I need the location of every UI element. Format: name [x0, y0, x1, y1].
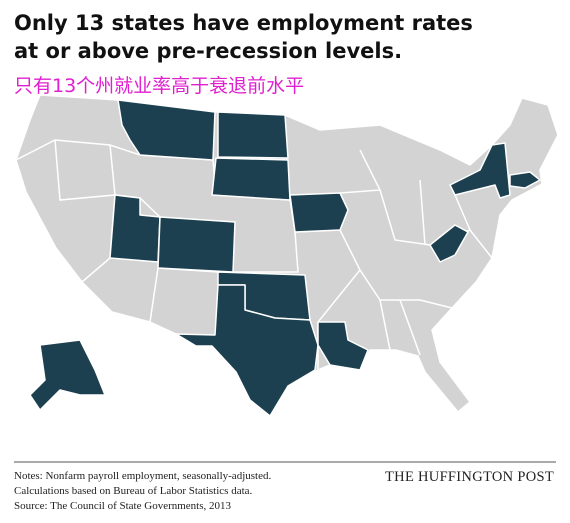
title-line: Only 13 states have employment rates [14, 11, 473, 35]
west-virginia [429, 224, 469, 263]
us-map [15, 94, 559, 417]
alaska [29, 339, 106, 411]
louisiana [317, 321, 369, 371]
texas [175, 284, 319, 417]
north-dakota [217, 111, 289, 159]
title-line: at or above pre-recession levels. [14, 39, 402, 63]
new-york [449, 142, 511, 199]
montana [117, 99, 216, 161]
brand: THE HUFFINGTON POST [385, 469, 554, 485]
note-line: Notes: Nonfarm payroll employment, seaso… [14, 470, 271, 482]
subtitle: 只有13个州就业率高于衰退前水平 [14, 75, 304, 97]
note-line: Source: The Council of State Governments… [14, 500, 232, 512]
note-line: Calculations based on Bureau of Labor St… [14, 485, 253, 497]
iowa [289, 192, 349, 233]
massachusetts [509, 171, 541, 189]
south-dakota [211, 157, 291, 201]
colorado [157, 216, 236, 273]
us-outline [15, 94, 559, 417]
